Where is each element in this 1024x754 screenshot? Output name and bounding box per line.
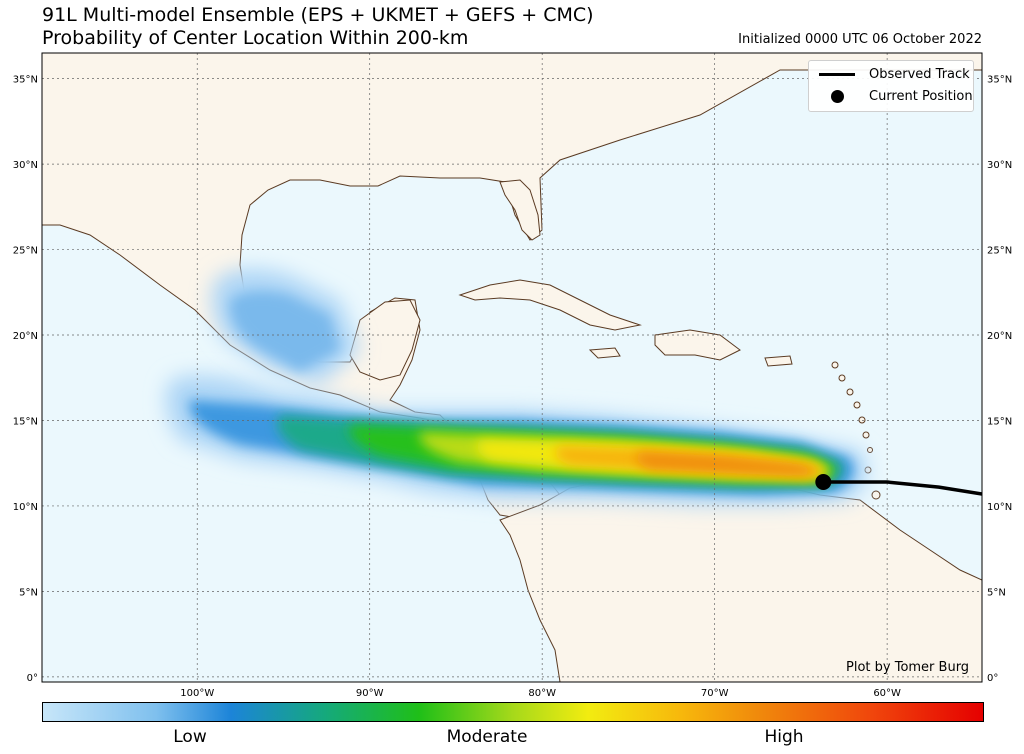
- observed-track-line: [823, 480, 982, 496]
- lesser-antilles: [831, 361, 881, 500]
- lat-label-right: 10°N: [987, 502, 1012, 513]
- legend-position-label: Current Position: [869, 89, 973, 104]
- map-legend: Observed Track Current Position: [808, 60, 974, 112]
- title-line-1: 91L Multi-model Ensemble (EPS + UKMET + …: [42, 4, 594, 26]
- legend-row-position: Current Position: [819, 89, 973, 104]
- lat-label-right: 30°N: [987, 160, 1012, 171]
- lat-label-left: 0°: [27, 673, 38, 684]
- lat-label-right: 0°: [987, 673, 998, 684]
- colorbar-label-low: Low: [173, 727, 207, 747]
- colorbar-label-moderate: Moderate: [446, 727, 528, 747]
- lat-label-left: 35°N: [13, 75, 38, 86]
- lon-label: 70°W: [701, 688, 729, 699]
- map-frame: [41, 52, 983, 683]
- lat-label-right: 5°N: [987, 587, 1006, 598]
- probability-swath: [165, 268, 868, 505]
- graticule: [42, 53, 982, 682]
- plot-credit: Plot by Tomer Burg: [846, 660, 970, 675]
- lon-label: 90°W: [356, 688, 384, 699]
- position-dot-icon: [831, 90, 844, 103]
- current-position-dot: [815, 474, 832, 491]
- puerto-rico: [764, 355, 793, 367]
- lat-label-right: 20°N: [987, 331, 1012, 342]
- lat-label-left: 25°N: [13, 246, 38, 257]
- colorbar-label-high: High: [764, 727, 804, 747]
- florida: [499, 179, 541, 241]
- legend-row-track: Observed Track: [819, 67, 970, 82]
- lat-label-left: 20°N: [13, 331, 38, 342]
- lat-label-right: 25°N: [987, 246, 1012, 257]
- yucatan: [349, 299, 421, 381]
- lon-label: 100°W: [180, 688, 214, 699]
- axis-labels: 35°N 35°N 30°N 30°N 25°N 25°N 20°N 20°N 15°N 15°N…: [13, 75, 1012, 699]
- map-title: 91L Multi-model Ensemble (EPS + UKMET + …: [42, 4, 594, 50]
- lat-label-left: 10°N: [13, 502, 38, 513]
- lat-label-left: 30°N: [13, 160, 38, 171]
- track-line-icon: [819, 73, 855, 76]
- cuba: [458, 279, 642, 331]
- lat-label-right: 35°N: [987, 75, 1012, 86]
- legend-track-label: Observed Track: [869, 67, 970, 82]
- land-masses: [42, 53, 982, 682]
- lon-label: 60°W: [873, 688, 901, 699]
- lat-label-left: 15°N: [13, 416, 38, 427]
- title-line-2: Probability of Center Location Within 20…: [42, 27, 469, 49]
- probability-colorbar: [42, 702, 984, 722]
- jamaica: [588, 347, 621, 359]
- hispaniola: [654, 329, 741, 361]
- initialized-time: Initialized 0000 UTC 06 October 2022: [738, 32, 982, 47]
- lon-label: 80°W: [528, 688, 556, 699]
- lat-label-right: 15°N: [987, 416, 1012, 427]
- lat-label-left: 5°N: [19, 587, 38, 598]
